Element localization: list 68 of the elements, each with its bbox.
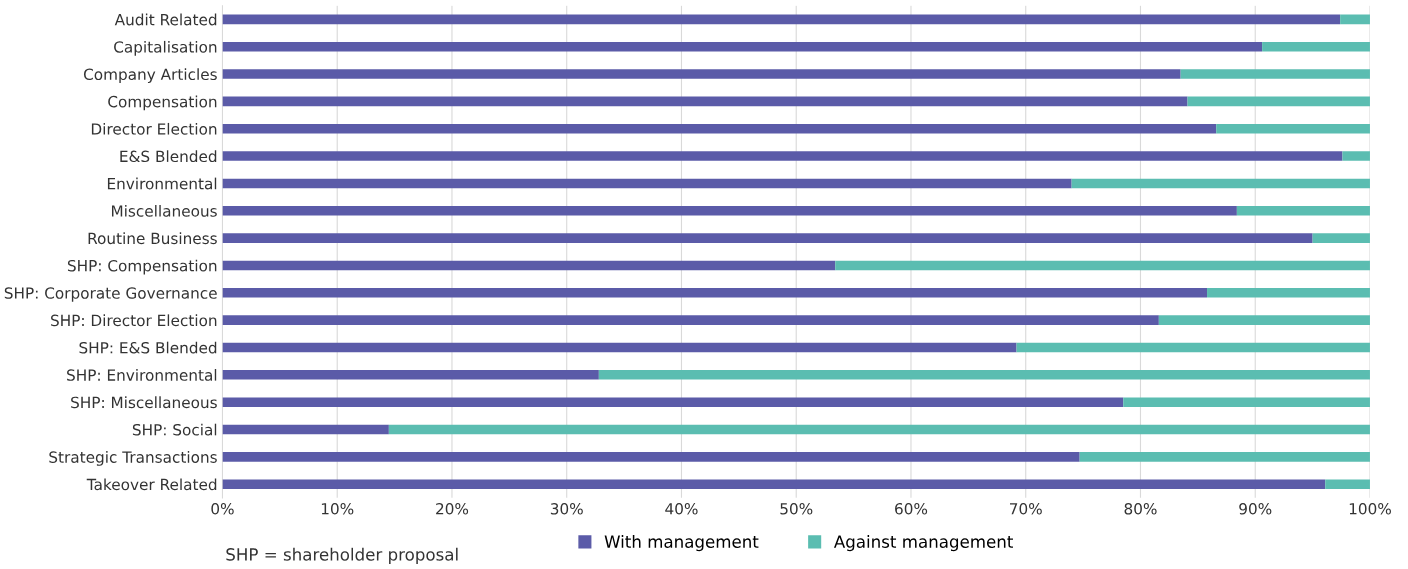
text: SHP = shareholder proposal: [226, 547, 458, 564]
bar: [222, 14, 1341, 25]
bar: [388, 424, 1370, 435]
bar: [222, 41, 1263, 52]
bar: [222, 205, 1237, 216]
x-tick-label: 10%: [321, 503, 354, 515]
bar: [1207, 288, 1370, 298]
legend-label: With management: [604, 535, 759, 552]
bar: [222, 260, 836, 271]
y-tick-label: Strategic Transactions: [49, 451, 217, 466]
bar: [222, 233, 1313, 243]
y-tick-label: SHP: Compensation: [67, 259, 217, 275]
bar: [222, 288, 1208, 298]
y-tick-label: Miscellaneous: [111, 204, 217, 217]
bar: [222, 178, 1072, 189]
y-tick-label: Routine Business: [88, 232, 217, 245]
x-tick-label: 70%: [1010, 503, 1042, 515]
y-tick-label: SHP: E&S Blended: [79, 341, 217, 354]
bar: [222, 424, 389, 435]
bar: [1340, 14, 1370, 25]
bar: [222, 123, 1217, 134]
bar: [222, 342, 1017, 353]
y-tick-label: SHP: Corporate Governance: [4, 287, 217, 302]
x-tick-label: 20%: [436, 503, 469, 515]
x-tick-label: 100%: [1349, 503, 1391, 515]
bar: [222, 452, 1080, 462]
y-tick-label: Takeover Related: [86, 478, 217, 491]
bar: [1325, 479, 1370, 489]
y-tick-label: Company Articles: [83, 68, 217, 84]
bar: [222, 96, 1188, 107]
y-tick-label: SHP: Social: [132, 423, 217, 436]
bar: [222, 315, 1159, 325]
y-tick-label: SHP: Miscellaneous: [71, 396, 217, 409]
x-tick-label: 40%: [665, 503, 698, 515]
y-tick-label: Compensation: [108, 95, 217, 111]
bar: [222, 397, 1124, 407]
x-tick-label: 0%: [211, 503, 234, 515]
bar: [1262, 41, 1370, 52]
x-tick-label: 60%: [895, 503, 928, 515]
bar: [222, 151, 1343, 161]
y-tick-label: Environmental: [107, 177, 217, 190]
bar: [598, 370, 1370, 380]
x-tick-label: 80%: [1124, 503, 1157, 515]
bar: [1079, 452, 1370, 462]
y-tick-label: Capitalisation: [114, 40, 217, 56]
bar: [835, 260, 1370, 271]
y-tick-label: SHP: Environmental: [67, 369, 217, 381]
bar: [1216, 123, 1370, 134]
bar: [1312, 233, 1370, 243]
y-tick-label: E&S Blended: [120, 150, 217, 163]
bar: [1180, 69, 1370, 79]
bar: [222, 479, 1326, 489]
bar: [1158, 315, 1370, 325]
bar: [1236, 205, 1370, 216]
x-tick-label: 50%: [780, 503, 813, 515]
y-tick-label: SHP: Director Election: [51, 314, 217, 327]
x-tick-label: 90%: [1239, 503, 1272, 515]
bar: [1071, 178, 1370, 189]
bar: [222, 69, 1181, 79]
bar: [1342, 151, 1370, 161]
legend-label: Against management: [833, 535, 1013, 552]
y-tick-label: Director Election: [91, 122, 217, 135]
bar: [1123, 397, 1370, 407]
x-tick-label: 30%: [550, 503, 583, 515]
y-tick-label: Audit Related: [114, 13, 217, 26]
bar: [1016, 342, 1370, 353]
bar: [222, 370, 599, 380]
bar: [1187, 96, 1370, 107]
